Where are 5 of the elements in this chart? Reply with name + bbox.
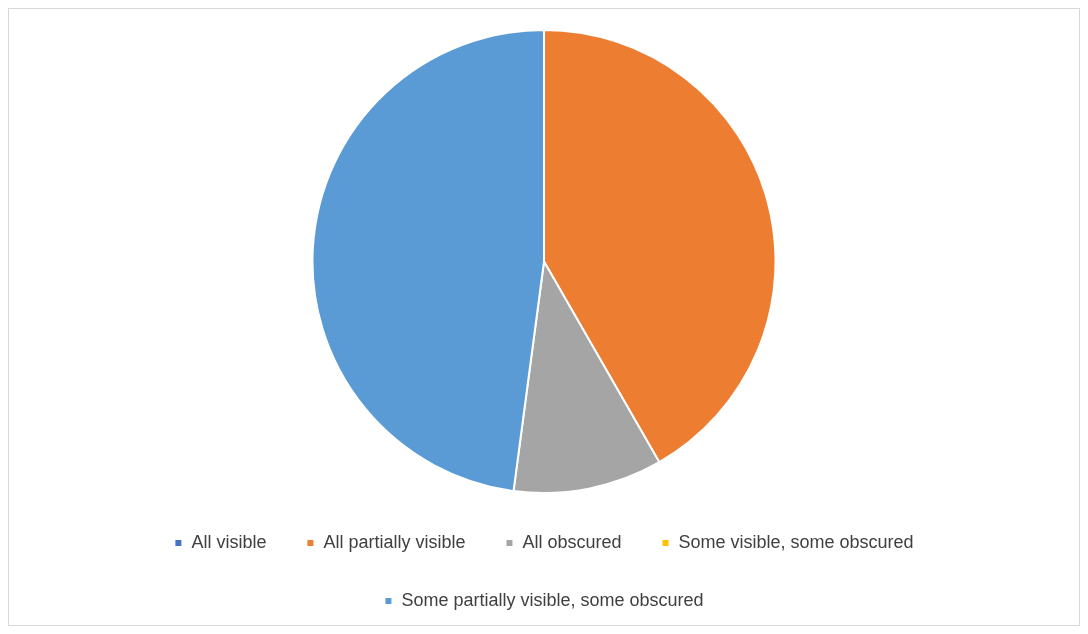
legend-label: All visible (191, 531, 267, 552)
legend-label: Some partially visible, some obscured (401, 589, 704, 610)
legend-label: Some visible, some obscured (678, 531, 914, 552)
legend-label: All obscured (522, 531, 622, 552)
legend-label: All partially visible (323, 531, 466, 552)
